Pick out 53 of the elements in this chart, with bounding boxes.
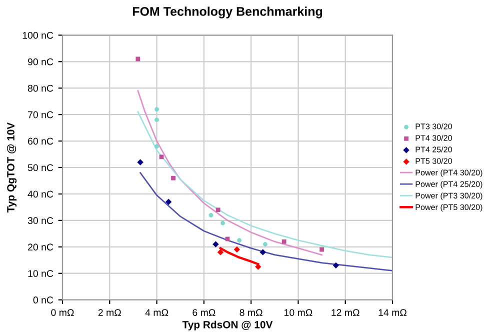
- point: [282, 239, 286, 244]
- legend-label: Power (PT4 30/20): [416, 170, 482, 178]
- x-tick-label: 0 mΩ: [51, 309, 74, 316]
- point: [220, 220, 225, 226]
- point: [208, 212, 214, 218]
- line-series: [137, 90, 322, 256]
- point: [320, 247, 324, 252]
- point: [217, 249, 224, 256]
- point: [237, 238, 242, 242]
- x-tick-label: 6 mΩ: [192, 309, 216, 316]
- x-tick-label: 14 mΩ: [378, 309, 407, 316]
- y-tick-label: 50 nC: [28, 164, 54, 172]
- point: [263, 242, 268, 246]
- legend-label: Power (PT4 25/20): [416, 181, 482, 189]
- x-tick-label: 2 mΩ: [98, 309, 121, 316]
- point: [136, 56, 140, 62]
- chart-title: FOM Technology Benchmarking: [132, 6, 322, 18]
- point: [137, 159, 144, 166]
- point: [154, 118, 159, 122]
- x-tick-label: 4 mΩ: [145, 309, 168, 316]
- y-tick-label: 70 nC: [28, 111, 54, 118]
- y-tick-label: 30 nC: [28, 217, 54, 224]
- y-tick-label: 80 nC: [28, 84, 54, 92]
- point: [260, 249, 266, 256]
- point: [171, 176, 176, 180]
- y-tick-label: 20 nC: [28, 244, 54, 251]
- point: [234, 246, 240, 253]
- point: [154, 107, 159, 112]
- legend-label: PT5 30/20: [416, 158, 452, 164]
- line-series: [140, 172, 392, 272]
- point: [332, 262, 340, 269]
- y-tick-label: 0 nC: [33, 296, 54, 304]
- x-tick-label: 8 mΩ: [240, 309, 262, 316]
- x-tick-label: 12 mΩ: [332, 309, 360, 316]
- y-tick-label: 90 nC: [28, 58, 54, 66]
- point: [212, 241, 219, 248]
- line-series: [137, 111, 392, 258]
- legend-label: Power (PT3 30/20): [416, 192, 482, 200]
- y-tick-label: 60 nC: [28, 138, 54, 145]
- point: [216, 208, 220, 212]
- point: [165, 198, 172, 206]
- y-axis-title: Typ QgTOT @ 10V: [6, 122, 17, 212]
- legend-label: PT3 30/20: [416, 123, 452, 130]
- point: [154, 144, 159, 149]
- y-tick-label: 100 nC: [22, 32, 54, 39]
- y-tick-label: 10 nC: [28, 270, 54, 277]
- legend-label: PT4 30/20: [416, 134, 452, 141]
- legend-label: Power (PT5 30/20): [416, 204, 482, 212]
- y-tick-label: 40 nC: [28, 190, 54, 198]
- x-tick-label: 10 mΩ: [284, 309, 312, 316]
- legend-label: PT4 25/20: [416, 146, 452, 152]
- point: [159, 154, 164, 160]
- x-axis-title: Typ RdsON @ 10V: [182, 320, 273, 330]
